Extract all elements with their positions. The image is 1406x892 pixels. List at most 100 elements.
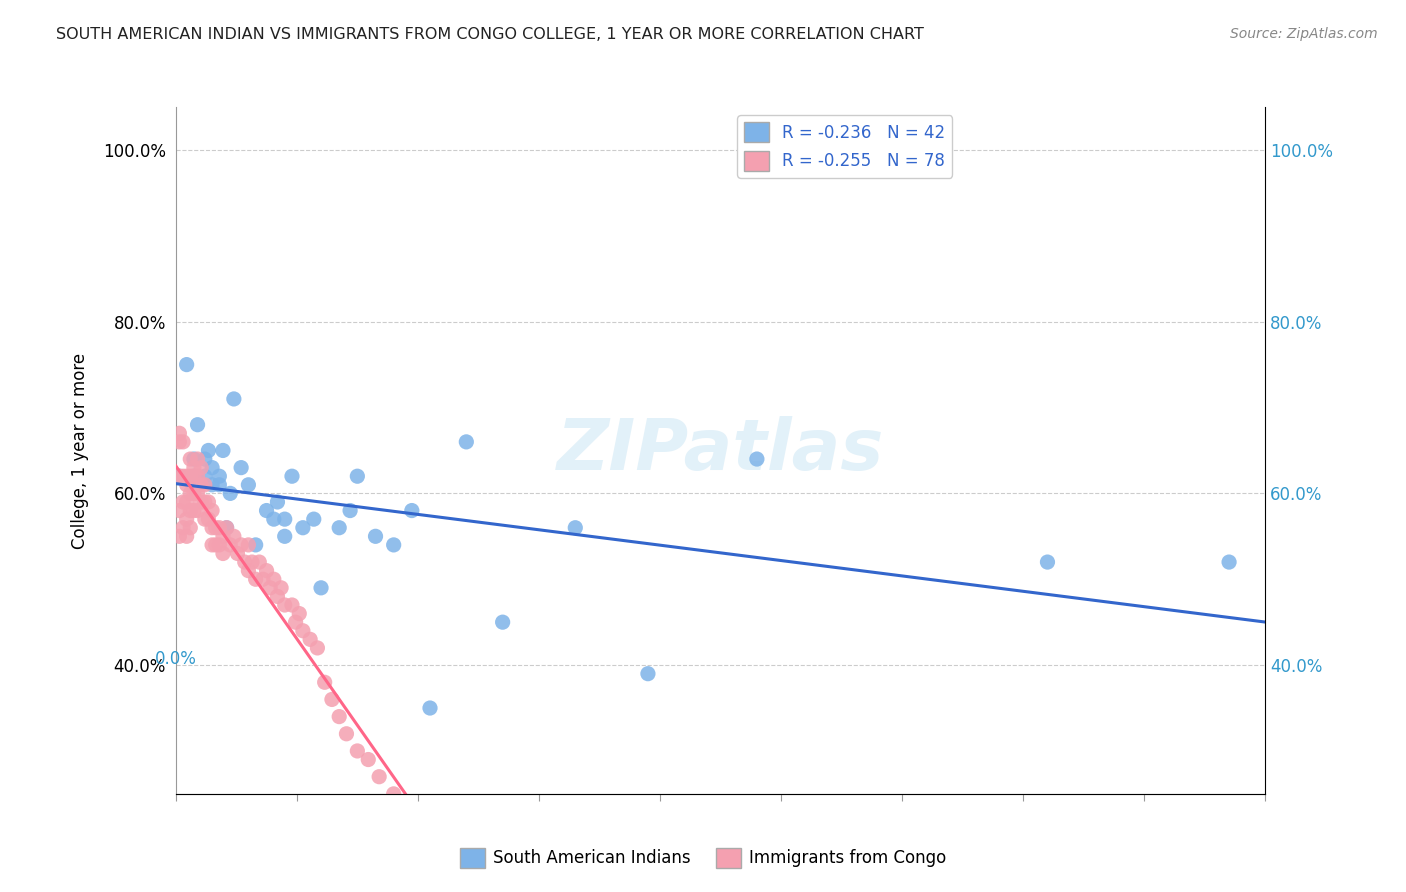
Point [270,581,292,595]
Point [1036,555,1059,569]
Point [190,495,212,509]
Point [309,581,332,595]
Point [274,529,297,543]
Point [183,452,205,467]
Point [238,538,260,552]
Point [204,538,226,552]
Point [339,503,361,517]
Legend: South American Indians, Immigrants from Congo: South American Indians, Immigrants from … [453,841,953,875]
Point [456,434,478,449]
Point [281,598,304,612]
Y-axis label: College, 1 year or more: College, 1 year or more [72,352,89,549]
Point [169,469,191,483]
Point [172,521,194,535]
Point [302,512,325,526]
Point [194,512,217,526]
Point [256,503,278,517]
Point [401,813,423,827]
Point [382,787,405,801]
Point [183,469,205,483]
Point [263,572,285,586]
Point [197,495,219,509]
Point [364,529,387,543]
Point [201,521,224,535]
Point [176,529,198,543]
Point [183,486,205,500]
Point [281,469,304,483]
Point [179,521,201,535]
Point [419,701,441,715]
Point [299,632,322,647]
Point [321,692,343,706]
Point [201,478,224,492]
Point [169,426,191,441]
Point [172,495,194,509]
Point [179,469,201,483]
Point [288,607,311,621]
Text: ZIPatlas: ZIPatlas [557,416,884,485]
Point [176,358,198,372]
Point [190,460,212,475]
Text: 0.0%: 0.0% [155,649,197,667]
Point [382,538,405,552]
Point [328,521,350,535]
Point [564,521,586,535]
Point [314,675,336,690]
Point [172,469,194,483]
Point [176,495,198,509]
Point [186,469,209,483]
Point [208,521,231,535]
Point [208,478,231,492]
Point [212,443,235,458]
Point [328,709,350,723]
Point [194,452,217,467]
Point [215,521,238,535]
Text: SOUTH AMERICAN INDIAN VS IMMIGRANTS FROM CONGO COLLEGE, 1 YEAR OR MORE CORRELATI: SOUTH AMERICAN INDIAN VS IMMIGRANTS FROM… [56,27,924,42]
Point [194,495,217,509]
Point [231,538,253,552]
Legend: R = -0.236   N = 42, R = -0.255   N = 78: R = -0.236 N = 42, R = -0.255 N = 78 [737,115,952,178]
Point [233,555,256,569]
Point [176,478,198,492]
Point [291,624,314,638]
Point [245,572,267,586]
Point [335,727,357,741]
Point [186,417,209,432]
Point [204,521,226,535]
Point [245,538,267,552]
Point [226,546,249,561]
Point [212,529,235,543]
Point [169,529,191,543]
Point [169,434,191,449]
Point [179,452,201,467]
Point [401,503,423,517]
Point [176,469,198,483]
Point [263,512,285,526]
Point [419,838,441,853]
Point [238,478,260,492]
Point [176,512,198,526]
Point [291,521,314,535]
Point [186,452,209,467]
Point [252,572,274,586]
Point [186,503,209,517]
Point [238,564,260,578]
Point [208,538,231,552]
Point [1218,555,1240,569]
Point [169,469,191,483]
Point [169,503,191,517]
Point [240,555,263,569]
Point [190,478,212,492]
Point [274,512,297,526]
Point [172,434,194,449]
Point [194,478,217,492]
Point [183,460,205,475]
Point [179,486,201,500]
Point [215,521,238,535]
Point [197,512,219,526]
Point [346,469,368,483]
Point [637,666,659,681]
Point [179,503,201,517]
Point [194,469,217,483]
Point [219,486,242,500]
